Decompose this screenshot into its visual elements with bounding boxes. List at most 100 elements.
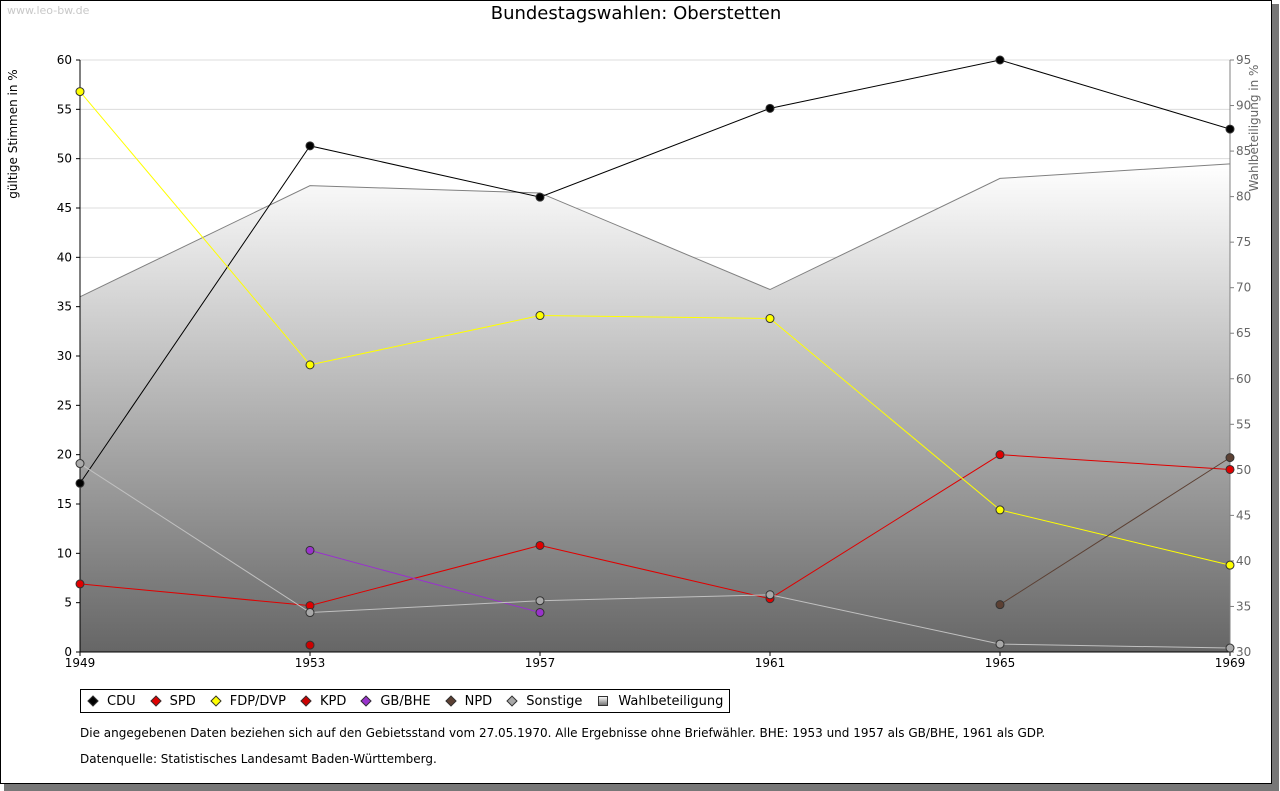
y-tick-label: 50 xyxy=(57,152,72,166)
legend-label: Wahlbeteiligung xyxy=(618,693,724,709)
data-point-gb-bhe xyxy=(535,608,545,618)
legend-marker xyxy=(210,695,222,707)
legend-marker xyxy=(444,695,457,707)
y-tick-label: 55 xyxy=(57,102,72,116)
data-point-fdp-dvp xyxy=(75,87,85,97)
data-point-spd xyxy=(995,450,1005,460)
data-point-cdu xyxy=(535,192,545,202)
data-point-gb-bhe xyxy=(305,545,315,555)
legend-label: CDU xyxy=(107,693,136,709)
legend-marker xyxy=(598,696,609,706)
series-cdu xyxy=(75,55,1235,488)
y2-tick-label: 50 xyxy=(1236,463,1251,477)
data-point-sonstige xyxy=(305,608,315,618)
series-npd xyxy=(995,453,1235,610)
data-point-fdp-dvp xyxy=(995,505,1005,515)
data-point-sonstige xyxy=(995,639,1005,649)
y2-tick-label: 30 xyxy=(1236,645,1251,659)
data-point-cdu xyxy=(995,55,1005,65)
y2-tick-label: 35 xyxy=(1236,599,1251,613)
data-point-fdp-dvp xyxy=(305,360,315,370)
footnote-data-source: Datenquelle: Statistisches Landesamt Bad… xyxy=(80,752,437,766)
data-point-kpd xyxy=(305,640,315,650)
data-point-cdu xyxy=(765,103,775,113)
legend-item: Wahlbeteiligung xyxy=(598,694,723,709)
data-point-fdp-dvp xyxy=(765,314,775,324)
wahlbeteiligung-area xyxy=(79,163,1231,652)
legend-item: GB/BHE xyxy=(360,693,431,709)
series-line-cdu xyxy=(79,59,1231,484)
x-tick-label: 1965 xyxy=(985,656,1016,670)
series-line-spd xyxy=(79,454,1231,607)
series-kpd xyxy=(305,640,315,650)
y-tick-label: 10 xyxy=(57,546,72,560)
y-tick-label: 45 xyxy=(57,201,72,215)
area-fill xyxy=(80,163,1230,652)
x-tick-label: 1953 xyxy=(295,656,326,670)
y-tick-label: 60 xyxy=(57,53,72,67)
legend-label: Sonstige xyxy=(526,693,583,709)
data-point-sonstige xyxy=(75,459,85,469)
x-tick-label: 1949 xyxy=(65,656,96,670)
watermark: www.leo-bw.de xyxy=(7,4,90,17)
series-line-fdp-dvp xyxy=(79,91,1231,566)
y-tick-label: 15 xyxy=(57,497,72,511)
y-axis-label: gültige Stimmen in % xyxy=(6,69,20,198)
frame-shadow-right xyxy=(1272,4,1279,791)
y2-tick-label: 80 xyxy=(1236,190,1251,204)
legend-label: NPD xyxy=(464,693,493,709)
data-point-sonstige xyxy=(1225,643,1235,653)
y-tick-label: 25 xyxy=(57,398,72,412)
y-tick-label: 5 xyxy=(64,596,72,610)
y2-tick-label: 90 xyxy=(1236,99,1251,113)
data-point-cdu xyxy=(75,478,85,488)
legend-marker xyxy=(149,695,162,707)
footnote-data-info: Die angegebenen Daten beziehen sich auf … xyxy=(80,726,1046,740)
data-point-fdp-dvp xyxy=(535,311,545,321)
y-tick-label: 35 xyxy=(57,300,72,314)
chart-title: Bundestagswahlen: Oberstetten xyxy=(490,3,782,24)
legend-item: CDU xyxy=(87,693,136,709)
data-point-spd xyxy=(75,579,85,589)
legend-item: FDP/DVP xyxy=(210,693,286,709)
legend-item: Sonstige xyxy=(506,693,583,709)
legend-marker xyxy=(300,695,312,707)
data-point-npd xyxy=(995,600,1005,610)
axes: 0 5 10 15 20 25 30 35 40 45 50 55 60 30 35 40 45 50 55 60 65… xyxy=(57,53,1252,670)
area-line xyxy=(79,163,1231,298)
legend-label: FDP/DVP xyxy=(229,693,286,709)
frame-shadow-bottom xyxy=(4,784,1279,791)
x-tick-label: 1961 xyxy=(755,656,786,670)
series-line-sonstige xyxy=(79,463,1231,649)
data-point-cdu xyxy=(305,141,315,151)
legend-marker xyxy=(360,695,372,707)
y2-tick-label: 40 xyxy=(1236,554,1251,568)
x-tick-label: 1969 xyxy=(1215,656,1246,670)
y2-axis-label: Wahlbeteiligung in % xyxy=(1247,65,1261,192)
series-sonstige xyxy=(75,459,1235,653)
y2-tick-label: 75 xyxy=(1236,235,1251,249)
y-tick-label: 40 xyxy=(57,250,72,264)
legend-item: KPD xyxy=(300,693,347,709)
chart-plot: 0 5 10 15 20 25 30 35 40 45 50 55 60 30 35 40 45 50 55 60 65… xyxy=(6,53,1261,670)
legend-label: SPD xyxy=(169,693,196,709)
y2-tick-label: 70 xyxy=(1236,281,1251,295)
y2-tick-label: 85 xyxy=(1236,144,1251,158)
legend-label: GB/BHE xyxy=(380,693,431,709)
data-point-fdp-dvp xyxy=(1225,560,1235,570)
data-point-spd xyxy=(1225,464,1235,474)
legend-marker xyxy=(87,695,99,707)
series-fdp-dvp xyxy=(75,87,1235,570)
y2-tick-label: 45 xyxy=(1236,508,1251,522)
data-point-spd xyxy=(535,540,545,550)
series-line-npd xyxy=(999,457,1231,606)
y2-tick-label: 95 xyxy=(1236,53,1251,67)
legend-label: KPD xyxy=(319,693,347,709)
data-point-cdu xyxy=(1225,124,1235,134)
legend-item: SPD xyxy=(149,693,196,709)
y-tick-label: 20 xyxy=(57,448,72,462)
data-point-npd xyxy=(1225,453,1235,463)
data-point-sonstige xyxy=(765,590,775,600)
y-tick-label: 0 xyxy=(64,645,72,659)
data-point-sonstige xyxy=(535,596,545,606)
